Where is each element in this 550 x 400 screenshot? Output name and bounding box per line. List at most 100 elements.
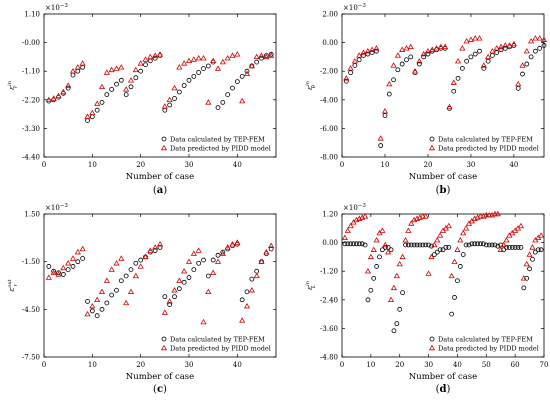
legend-label: Data predicted by PIDD model xyxy=(438,144,539,152)
data-point-tep-fem xyxy=(378,143,384,148)
data-point-tep-fem xyxy=(520,71,525,77)
data-point-tep-fem xyxy=(475,241,481,247)
data-point-tep-fem xyxy=(249,276,255,282)
data-point-tep-fem xyxy=(234,79,240,84)
data-point-pidd xyxy=(132,272,139,279)
data-point-pidd xyxy=(399,253,406,260)
data-point-tep-fem xyxy=(51,268,57,274)
data-point-pidd xyxy=(491,210,499,217)
data-point-tep-fem xyxy=(351,241,356,247)
data-point-tep-fem xyxy=(394,321,400,327)
data-point-tep-fem xyxy=(464,58,470,64)
data-point-tep-fem xyxy=(254,59,260,65)
data-point-pidd xyxy=(476,35,483,41)
y-tick-label: 2.00 xyxy=(322,11,338,19)
x-tick-label: 10 xyxy=(366,361,375,369)
data-point-tep-fem xyxy=(196,70,202,75)
data-point-tep-fem xyxy=(94,313,100,319)
data-point-pidd xyxy=(477,213,484,219)
data-point-pidd xyxy=(497,43,505,50)
x-tick-label: 70 xyxy=(540,361,549,369)
data-point-pidd xyxy=(370,246,377,252)
data-point-tep-fem xyxy=(391,328,397,334)
y-tick-label: -2.00 xyxy=(320,68,338,76)
data-point-pidd xyxy=(205,288,212,295)
data-point-pidd xyxy=(373,45,380,51)
caption-open: ( xyxy=(436,185,440,196)
data-point-tep-fem xyxy=(386,91,392,97)
data-point-pidd xyxy=(390,62,397,68)
data-point-pidd xyxy=(253,272,260,279)
data-point-pidd xyxy=(422,213,429,219)
data-point-pidd xyxy=(176,277,183,283)
data-point-pidd xyxy=(253,53,260,60)
data-point-pidd xyxy=(467,36,475,42)
data-point-pidd xyxy=(123,299,130,306)
data-point-tep-fem xyxy=(352,63,358,68)
data-point-pidd xyxy=(497,246,504,252)
data-point-tep-fem xyxy=(85,298,90,304)
data-point-tep-fem xyxy=(181,279,187,285)
data-point-pidd xyxy=(405,227,412,233)
data-point-pidd xyxy=(263,53,270,60)
data-point-tep-fem xyxy=(408,54,414,60)
data-point-tep-fem xyxy=(429,243,434,249)
data-point-tep-fem xyxy=(201,66,206,71)
x-tick-label: 30 xyxy=(185,161,194,169)
data-point-tep-fem xyxy=(408,242,414,248)
data-point-pidd xyxy=(50,95,57,101)
data-point-tep-fem xyxy=(414,242,420,248)
data-point-tep-fem xyxy=(477,48,482,54)
data-point-tep-fem xyxy=(167,302,173,307)
x-tick-label: 10 xyxy=(88,161,97,169)
data-point-tep-fem xyxy=(60,271,66,277)
data-point-pidd xyxy=(156,51,164,57)
data-point-tep-fem xyxy=(457,264,463,269)
data-point-tep-fem xyxy=(440,247,446,253)
y-tick-label: -3.30 xyxy=(22,125,40,133)
data-point-pidd xyxy=(55,92,62,99)
x-tick-label: 20 xyxy=(136,161,145,169)
data-point-tep-fem xyxy=(431,252,437,257)
data-point-tep-fem xyxy=(133,75,139,81)
data-point-pidd xyxy=(94,296,101,303)
data-point-pidd xyxy=(219,58,226,65)
multiplier-base: ×10 xyxy=(45,4,60,12)
data-point-tep-fem xyxy=(56,270,61,276)
data-point-tep-fem xyxy=(362,242,368,248)
data-point-tep-fem xyxy=(400,290,406,296)
data-point-pidd xyxy=(483,211,490,218)
data-point-tep-fem xyxy=(528,54,534,60)
data-point-pidd xyxy=(351,57,358,64)
data-point-tep-fem xyxy=(404,57,409,63)
data-point-pidd xyxy=(137,60,144,66)
data-point-tep-fem xyxy=(460,252,466,257)
data-point-tep-fem xyxy=(538,247,544,253)
data-point-pidd xyxy=(214,65,222,71)
data-point-pidd xyxy=(147,53,154,60)
data-point-pidd xyxy=(195,247,202,253)
panel-caption: (b) xyxy=(436,185,451,196)
data-point-pidd xyxy=(200,318,207,325)
data-point-tep-fem xyxy=(152,55,158,61)
data-point-tep-fem xyxy=(455,75,461,81)
data-point-pidd xyxy=(45,96,52,102)
multiplier-base: ×10 xyxy=(343,4,358,12)
plot-frame xyxy=(43,13,277,158)
data-point-tep-fem xyxy=(80,256,86,261)
data-point-tep-fem xyxy=(377,254,382,260)
data-point-tep-fem xyxy=(244,289,250,295)
data-point-tep-fem xyxy=(452,295,457,300)
data-point-pidd xyxy=(234,51,241,57)
data-point-pidd xyxy=(459,45,466,51)
data-point-pidd xyxy=(523,260,530,267)
data-point-pidd xyxy=(89,109,96,115)
data-point-pidd xyxy=(248,62,255,69)
caption-close: ) xyxy=(447,384,451,395)
caption-close: ) xyxy=(447,185,451,196)
data-point-pidd xyxy=(127,77,135,83)
y-tick-label: -8.00 xyxy=(320,154,338,162)
data-point-tep-fem xyxy=(239,297,245,303)
data-point-tep-fem xyxy=(443,244,449,250)
legend-label: Data calculated by TEP-FEM xyxy=(438,335,533,343)
